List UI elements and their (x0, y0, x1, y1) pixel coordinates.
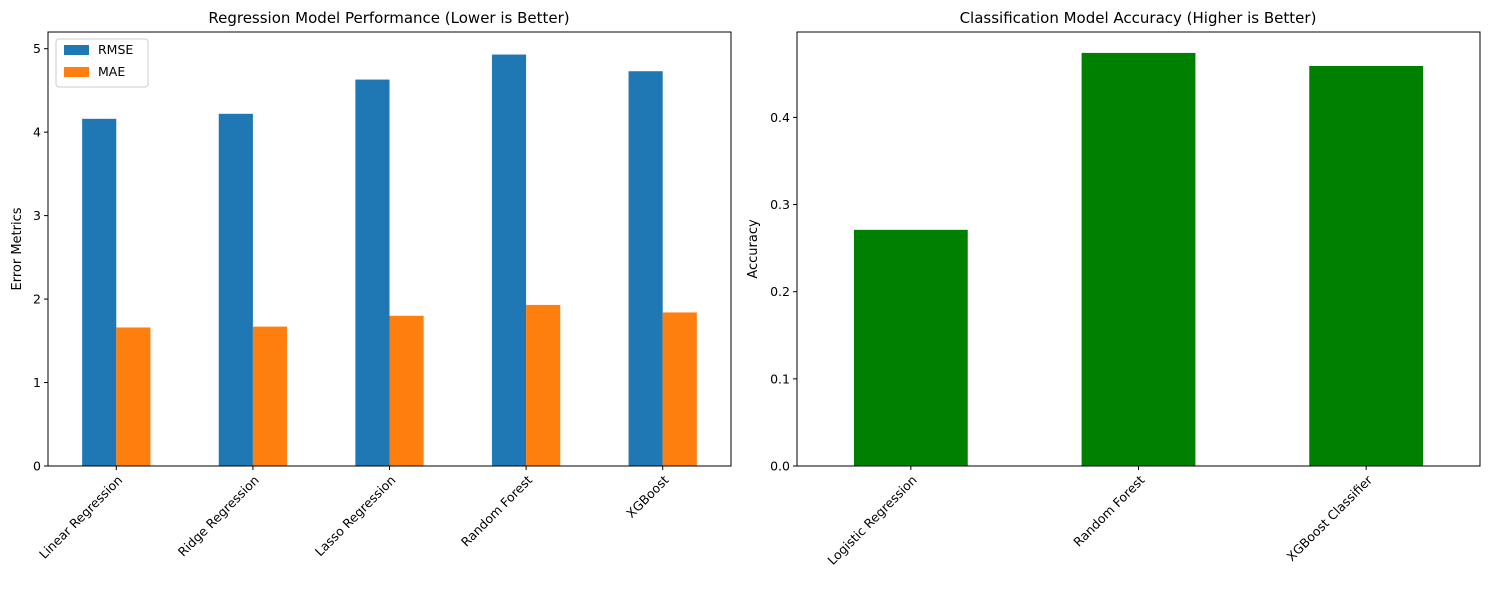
x-tick-label: XGBoost (623, 472, 672, 521)
y-tick-label: 4 (33, 125, 41, 140)
y-axis-label: Accuracy (746, 219, 761, 279)
bar (1081, 52, 1196, 467)
y-axis-label: Error Metrics (10, 207, 25, 290)
regression-chart: Regression Model Performance (Lower is B… (10, 9, 732, 562)
x-tick-label: Linear Regression (36, 472, 125, 561)
legend: RMSE MAE (55, 38, 149, 88)
classification-chart: Classification Model Accuracy (Higher is… (746, 9, 1481, 568)
bar (1309, 65, 1424, 467)
y-tick-label: 0.4 (770, 110, 790, 125)
y-tick-label: 0.3 (770, 197, 790, 212)
plot-frame (47, 31, 732, 467)
y-tick-label: 0.2 (770, 284, 790, 299)
y-tick-label: 5 (33, 41, 41, 56)
y-tick-label: 0.0 (770, 459, 790, 474)
legend-swatch-mae (64, 67, 89, 77)
bar (218, 113, 253, 467)
bar (491, 54, 527, 467)
bar (526, 304, 561, 466)
bar (853, 229, 968, 466)
y-tick-label: 0 (33, 459, 41, 474)
legend-swatch-rmse (64, 45, 89, 55)
chart-title: Regression Model Performance (Lower is B… (208, 9, 569, 27)
x-tick-label: Random Forest (458, 472, 535, 549)
y-tick-label: 3 (33, 208, 41, 223)
bar (628, 71, 663, 466)
bar (662, 312, 697, 466)
chart-title: Classification Model Accuracy (Higher is… (960, 9, 1317, 27)
x-tick-label: Lasso Regression (312, 472, 399, 559)
legend-label-rmse: RMSE (98, 42, 133, 57)
plot-frame (796, 31, 1481, 467)
bar (116, 327, 151, 466)
bar (389, 315, 424, 466)
y-tick-label: 1 (33, 375, 41, 390)
x-tick-label: Logistic Regression (824, 472, 919, 567)
legend-label-mae: MAE (98, 64, 125, 79)
bar (82, 118, 117, 467)
x-tick-label: Random Forest (1070, 472, 1147, 549)
x-tick-label: XGBoost Classifier (1283, 472, 1375, 564)
bar (355, 79, 390, 467)
y-tick-label: 2 (33, 292, 41, 307)
x-tick-label: Ridge Regression (175, 472, 262, 559)
y-tick-label: 0.1 (770, 371, 790, 386)
bar (252, 326, 288, 466)
